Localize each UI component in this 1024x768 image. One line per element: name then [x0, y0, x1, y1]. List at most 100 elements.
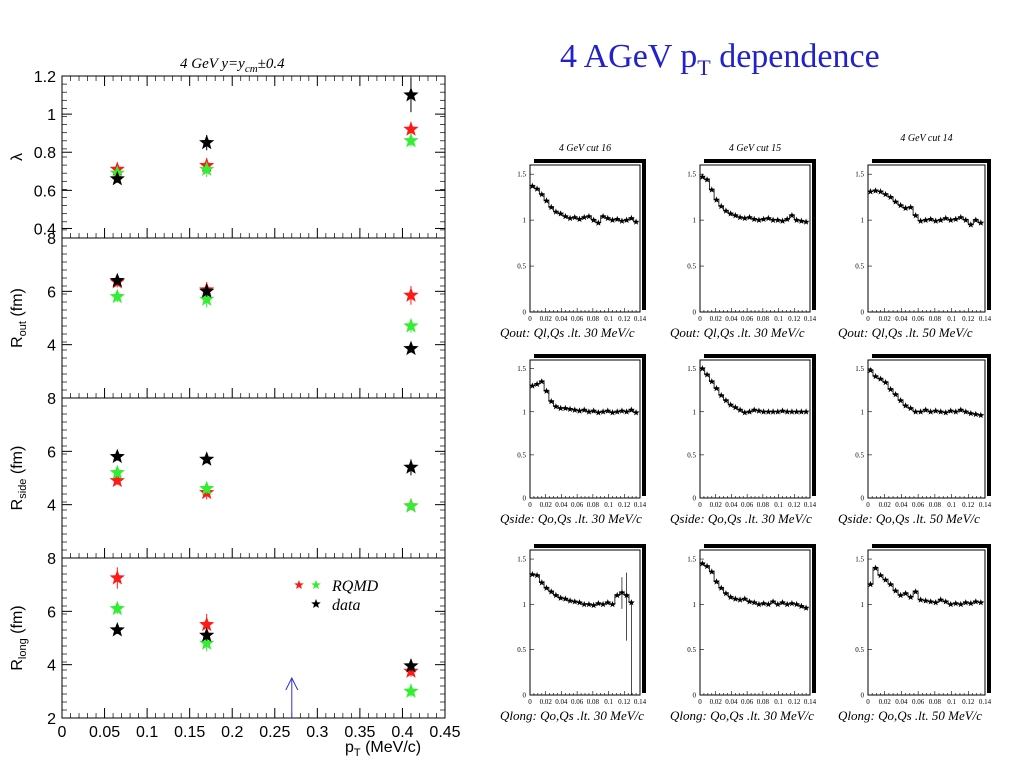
cf-data-point	[760, 215, 767, 222]
cf-data-point	[902, 204, 909, 211]
x-tick-label: 0.1	[774, 315, 783, 323]
cf-data-point	[912, 212, 919, 219]
cf-data-point	[533, 380, 541, 387]
x-tick-label: 0.14	[634, 315, 647, 323]
cf-data-point	[552, 403, 560, 410]
data-point-green	[403, 318, 419, 333]
data-point-black	[109, 622, 125, 637]
cf-data-point	[741, 214, 749, 222]
x-tick-label: 0.12	[962, 698, 975, 706]
cf-data-point	[937, 216, 944, 223]
panel-frame	[529, 549, 641, 696]
cf-data-point	[769, 216, 777, 223]
cf-data-point	[922, 406, 929, 413]
cf-data-point	[547, 203, 555, 211]
cf-data-point	[788, 212, 796, 219]
cf-data-point	[760, 600, 767, 607]
cf-data-point	[538, 190, 546, 198]
cf-data-point	[703, 176, 711, 183]
data-point-green	[403, 132, 419, 148]
data-point-green	[199, 161, 215, 176]
y-tick-label: 1.5	[855, 556, 864, 564]
cf-data-point	[765, 408, 772, 415]
cf-data-point	[566, 597, 574, 604]
x-tick-label: 0.1	[947, 315, 956, 323]
cf-data-point	[699, 173, 706, 180]
data-point-black	[199, 451, 215, 466]
y-tick-label: 8	[47, 391, 56, 408]
cf-data-point	[932, 407, 939, 414]
x-tick-label: 0.25	[259, 724, 290, 741]
cf-data-point	[732, 212, 739, 219]
cf-data-point	[552, 591, 560, 599]
y-tick-label: 0.5	[517, 451, 526, 459]
cf-data-point	[788, 600, 796, 607]
cf-data-point	[713, 196, 720, 203]
y-tick-label: 0	[693, 309, 697, 317]
column-title-2: 4 GeV cut 14	[900, 133, 952, 144]
cf-data-point	[907, 404, 914, 412]
legend-star-red	[294, 580, 304, 589]
panel-caption-1-0: Qside: Qo,Qs .lt. 30 MeV/c	[500, 511, 642, 526]
x-tick-label: 0.06	[571, 501, 584, 509]
cf-data-point	[599, 600, 607, 608]
y-axis-label: Rout (fm)	[9, 288, 29, 348]
x-tick-label: 0.06	[571, 315, 584, 323]
panel-shadow	[872, 544, 991, 693]
cf-data-point	[887, 580, 894, 588]
cf-data-point	[779, 599, 786, 606]
panel-shadow	[704, 354, 816, 496]
cf-data-point	[585, 212, 593, 220]
cf-data-point	[779, 407, 786, 414]
y-tick-label: 0	[861, 495, 865, 503]
cf-data-point	[566, 405, 574, 412]
cf-data-point	[557, 594, 564, 601]
cf-data-point	[907, 593, 914, 600]
legend-star-green	[311, 580, 321, 589]
cf-data-point	[732, 403, 739, 411]
cf-data-point	[755, 407, 763, 414]
x-tick-label: 0	[866, 315, 870, 323]
cf-data-point	[977, 599, 985, 606]
model-histogram	[700, 176, 809, 223]
x-tick-label: 0.1	[774, 501, 783, 509]
x-tick-label: 0.14	[979, 698, 992, 706]
x-tick-label: 0.08	[929, 501, 942, 509]
x-tick-label: 0.02	[710, 501, 723, 509]
cf-data-point	[717, 202, 725, 210]
x-tick-label: 0	[528, 501, 532, 509]
column-title-0: 4 GeV cut 16	[559, 143, 611, 154]
cf-data-point	[793, 216, 800, 223]
cf-data-point	[552, 208, 560, 215]
cf-data-point	[736, 406, 744, 413]
data-point-red	[109, 472, 125, 488]
data-point-black	[109, 170, 125, 186]
y-axis-label: λ	[9, 153, 26, 161]
cf-data-point	[717, 584, 725, 591]
x-tick-label: 0.04	[895, 501, 908, 509]
data-point-black	[199, 627, 215, 642]
cf-data-point	[632, 409, 640, 416]
data-point-black	[403, 658, 419, 673]
cf-panel-1-1: 0 0.5 1 1.5 0 0.02 0.04 0.06 0.08 0.1 0.12 0.14	[687, 354, 817, 509]
y-tick-label: 1.5	[687, 556, 696, 564]
x-tick-label: 0.45	[429, 724, 460, 741]
y-tick-label: 1.5	[517, 556, 526, 564]
x-tick-label: 0.2	[221, 724, 243, 741]
cf-data-point	[580, 600, 588, 608]
y-tick-label: 0.4	[34, 221, 56, 238]
cf-data-point	[798, 602, 805, 609]
x-tick-label: 0.06	[912, 698, 925, 706]
cf-data-point	[952, 408, 960, 415]
cf-data-point	[717, 391, 725, 399]
slide-title: 4 AGeV pT dependence	[560, 38, 880, 80]
cf-data-point	[750, 599, 758, 606]
cf-data-point	[942, 409, 950, 416]
cf-data-point	[942, 214, 950, 222]
cf-data-point	[609, 216, 616, 223]
cf-data-point	[529, 382, 536, 389]
x-tick-label: 0.1	[604, 501, 613, 509]
x-tick-label: 0.04	[895, 315, 908, 323]
cf-data-point	[802, 218, 810, 225]
x-tick-label: 0.1	[604, 315, 613, 323]
